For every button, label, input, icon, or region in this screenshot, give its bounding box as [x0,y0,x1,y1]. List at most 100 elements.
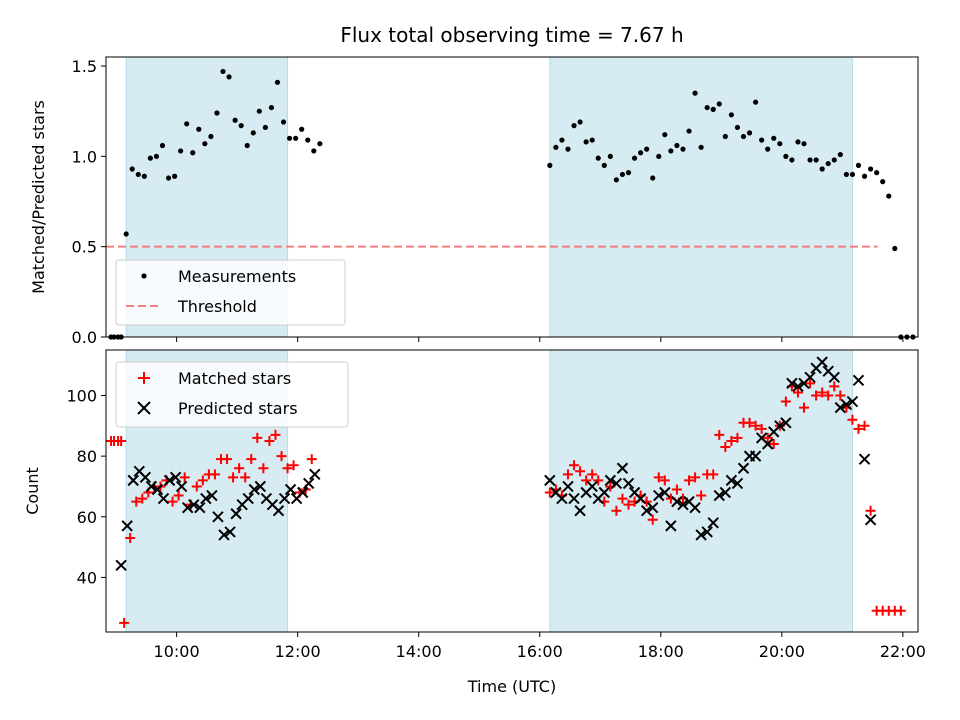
data-point [222,454,233,465]
data-point [147,155,153,161]
data-point [244,142,250,149]
data-point [595,155,601,161]
data-point [278,492,291,505]
shaded-interval [549,56,853,338]
data-point [713,489,725,502]
data-point [587,469,598,480]
data-point [816,356,828,368]
data-point [728,112,734,118]
data-point [662,132,668,138]
data-point [306,454,317,465]
legend-box [115,361,349,428]
data-point [268,104,275,111]
data-point [589,137,595,143]
data-point [835,390,846,401]
data-point [746,130,753,136]
data-point [577,119,583,125]
data-point [593,475,604,486]
data-point [638,150,644,156]
data-point [834,401,847,414]
y-axis-label: Matched/Predicted stars [29,100,48,294]
data-point [553,144,559,150]
y-tick-label: 0.5 [72,238,97,257]
data-point [804,371,816,383]
y-axis-ticks: 0.0 0.5 1.0 1.5 [72,57,106,347]
data-point [165,175,172,181]
data-point [280,119,287,125]
data-point [544,487,555,498]
data-point [163,474,176,487]
data-point [224,526,236,538]
data-point [674,142,680,149]
x-tick-label: 14:00 [396,642,442,661]
data-point [202,141,208,147]
data-point [647,514,658,525]
data-point [616,462,629,474]
legend-label: Matched stars [178,369,291,388]
data-point [668,148,674,154]
data-point [167,496,178,507]
data-point [178,148,184,154]
measurement-points [108,68,916,340]
data-point [689,501,701,514]
count-points [106,356,906,628]
data-point [622,477,635,490]
data-point [731,477,744,490]
x-tick-label: 16:00 [517,642,563,661]
data-point [123,231,129,237]
data-point [200,492,212,505]
data-point [157,492,170,505]
data-point [843,171,849,178]
x-tick-label: 18:00 [638,642,684,661]
data-point [196,126,202,132]
data-point [701,526,713,538]
data-point [248,483,260,496]
chart-title: Flux total observing time = 7.67 h [340,23,683,47]
data-point [840,398,853,411]
data-point [139,471,152,484]
data-point [677,498,689,511]
data-point [214,110,220,116]
data-point [617,493,628,504]
data-point [653,472,664,483]
data-point [696,490,707,501]
data-point [786,377,798,390]
data-point [574,505,586,517]
data-point [208,133,214,140]
data-point [619,171,626,178]
data-point [640,505,653,517]
data-point [116,435,127,446]
data-point [783,153,789,159]
legend-marker [141,273,147,279]
data-point [121,520,133,532]
data-point [774,420,786,432]
data-point [813,157,819,163]
x-tick-label: 20:00 [759,642,805,661]
data-point [611,505,622,516]
data-point [562,480,574,493]
data-point [153,153,160,159]
data-point [853,423,864,434]
data-point [264,435,275,446]
x-axis-ticks [176,337,904,342]
legend: Matched stars Predicted stars [115,361,349,428]
data-point [847,414,858,425]
plot-frame [105,349,919,633]
data-point [129,166,135,172]
data-point [173,490,184,501]
legend-marker [137,401,151,415]
data-point [254,480,267,493]
data-point [303,477,315,490]
data-point [613,177,620,183]
data-point [125,533,136,543]
data-point [828,371,840,383]
y-axis-ticks: 40 60 80 100 [66,386,106,587]
data-point [719,486,732,499]
data-point [234,463,245,474]
data-point [230,508,242,520]
data-point [801,141,807,147]
legend-marker [138,372,150,384]
x-axis-label: Time (UTC) [467,677,556,696]
data-point [749,450,762,462]
